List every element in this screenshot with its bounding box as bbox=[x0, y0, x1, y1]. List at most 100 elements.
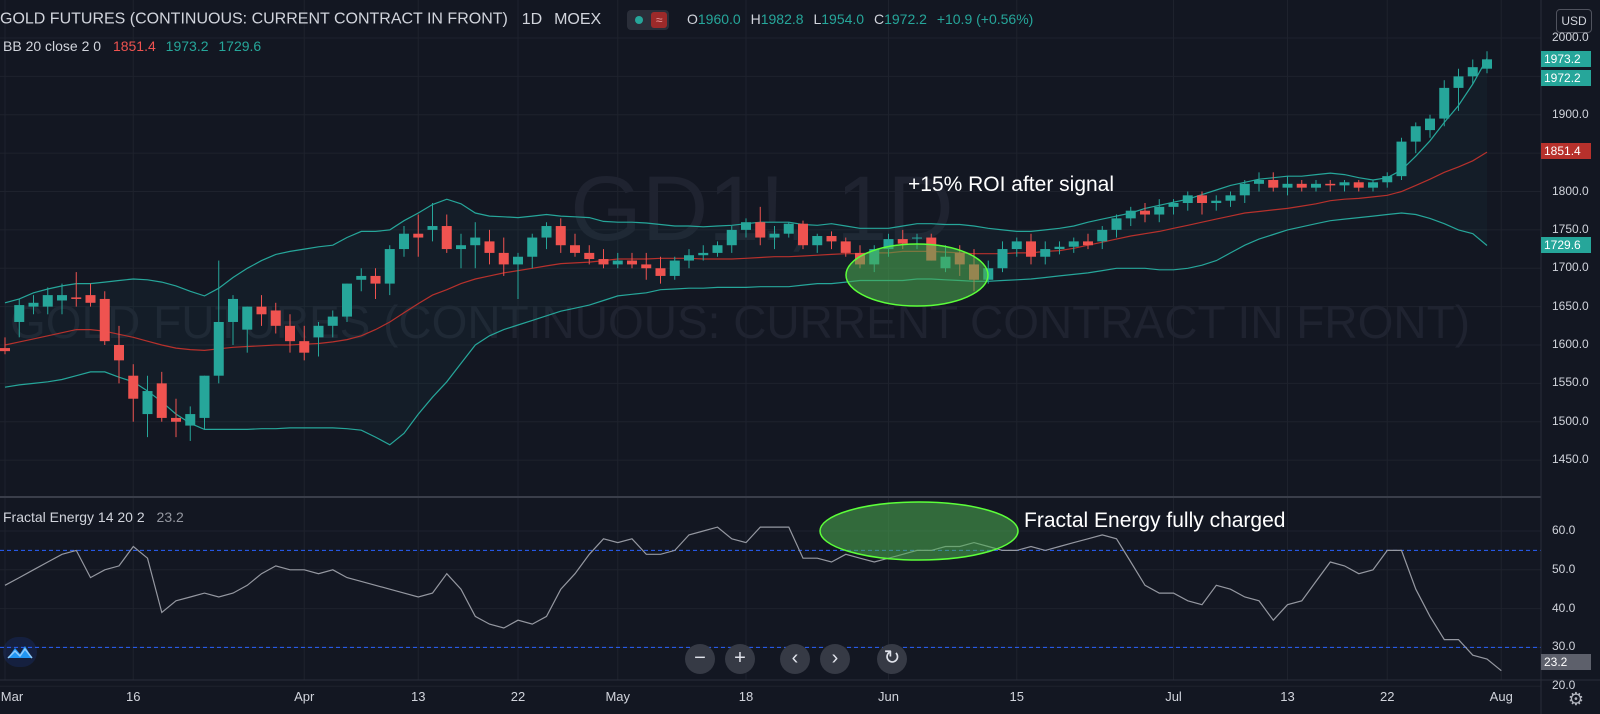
candle-body bbox=[1353, 182, 1364, 188]
fe-legend[interactable]: Fractal Energy 14 20 2 23.2 bbox=[3, 509, 184, 525]
time-axis-label: Jul bbox=[1165, 689, 1182, 704]
candle-body bbox=[57, 295, 67, 301]
annotation-roi: +15% ROI after signal bbox=[908, 173, 1115, 196]
symbol-title[interactable]: GOLD FUTURES (CONTINUOUS: CURRENT CONTRA… bbox=[0, 10, 508, 28]
candle-body bbox=[840, 241, 851, 253]
high-label: H bbox=[750, 10, 761, 27]
time-axis-label: May bbox=[605, 689, 631, 704]
price-axis-label: 1450.0 bbox=[1552, 452, 1589, 467]
candle-body bbox=[1396, 141, 1407, 177]
zoom-out-button[interactable]: − bbox=[685, 644, 715, 674]
time-axis-label: Mar bbox=[0, 689, 24, 704]
settings-icon[interactable]: ⚙ bbox=[1567, 689, 1585, 709]
candle-body bbox=[85, 295, 96, 303]
candle-body bbox=[555, 226, 566, 246]
watermark-name: GOLD FUTURES (CONTINUOUS: CURRENT CONTRA… bbox=[10, 296, 1470, 348]
candle-body bbox=[470, 237, 481, 246]
candle-body bbox=[285, 325, 295, 342]
candle-body bbox=[142, 391, 153, 415]
currency-button[interactable]: USD bbox=[1556, 9, 1592, 33]
annotation-energy: Fractal Energy fully charged bbox=[1024, 509, 1286, 532]
price-tag-last: 1972.2 bbox=[1541, 70, 1591, 86]
candle-body bbox=[441, 226, 452, 250]
price-tag-lower: 1729.6 bbox=[1541, 237, 1591, 253]
price-axis-label: 1500.0 bbox=[1552, 413, 1589, 428]
candle-body bbox=[384, 249, 395, 284]
candle-body bbox=[1140, 210, 1150, 215]
time-axis-label: 13 bbox=[1280, 689, 1295, 704]
candle-body bbox=[812, 236, 823, 246]
candle-body bbox=[1068, 241, 1079, 247]
candle-body bbox=[883, 239, 894, 250]
candle-body bbox=[313, 325, 324, 338]
status-dot-icon bbox=[635, 16, 644, 24]
candle-body bbox=[912, 237, 922, 239]
candle-body bbox=[1011, 241, 1022, 250]
reset-button[interactable]: ↻ bbox=[877, 644, 907, 674]
candle-body bbox=[171, 417, 181, 422]
bb-fill bbox=[5, 58, 1487, 445]
candle-body bbox=[527, 237, 538, 257]
candle-body bbox=[185, 414, 196, 426]
bb-upper-value: 1973.2 bbox=[165, 38, 209, 54]
candle-body bbox=[1040, 249, 1051, 257]
time-axis-label: Jun bbox=[878, 689, 899, 704]
candle-body bbox=[1311, 183, 1321, 188]
candle-body bbox=[1182, 195, 1193, 204]
interval-label[interactable]: 1D bbox=[521, 10, 543, 28]
candle-body bbox=[342, 283, 352, 317]
candle-body bbox=[826, 236, 837, 242]
candle-body bbox=[1453, 76, 1464, 88]
change-value: +10.9 (+0.56%) bbox=[936, 10, 1034, 27]
time-axis-label: Aug bbox=[1489, 689, 1513, 704]
candle-body bbox=[1254, 179, 1264, 184]
zoom-in-button[interactable]: + bbox=[725, 644, 755, 674]
candle-body bbox=[327, 316, 338, 326]
candle-body bbox=[997, 249, 1008, 269]
price-axis-label: 1800.0 bbox=[1552, 183, 1589, 198]
candle-body bbox=[1225, 195, 1236, 201]
candle-body bbox=[270, 310, 281, 326]
scroll-left-button[interactable]: ‹ bbox=[780, 644, 810, 674]
candle-body bbox=[356, 275, 367, 280]
candle-body bbox=[712, 245, 723, 253]
candle-body bbox=[427, 226, 438, 230]
candle-body bbox=[769, 233, 780, 238]
candle-body bbox=[156, 383, 167, 418]
bb-legend[interactable]: BB 20 close 2 0 1851.4 1973.2 1729.6 bbox=[3, 38, 261, 54]
logo-icon[interactable] bbox=[3, 637, 37, 667]
price-axis-label: 1900.0 bbox=[1552, 106, 1589, 121]
legend-toggle[interactable]: ≈ bbox=[627, 10, 670, 30]
candle-body bbox=[1282, 183, 1293, 188]
signal-highlight-energy bbox=[819, 501, 1019, 561]
candle-body bbox=[1439, 87, 1450, 119]
candle-body bbox=[755, 222, 766, 238]
bb-label: BB 20 close 2 0 bbox=[3, 38, 102, 54]
candle-body bbox=[199, 375, 210, 418]
candle-body bbox=[1168, 203, 1179, 207]
candle-body bbox=[1154, 206, 1165, 215]
candle-body bbox=[71, 297, 82, 299]
price-axis-label: 1600.0 bbox=[1552, 337, 1589, 351]
candle-body bbox=[570, 245, 580, 253]
candle-body bbox=[299, 341, 310, 353]
candle-body bbox=[114, 345, 124, 361]
candle-body bbox=[1197, 195, 1207, 204]
candle-body bbox=[1368, 182, 1378, 188]
price-axis-label: 1750.0 bbox=[1552, 221, 1589, 236]
candle-body bbox=[641, 264, 652, 269]
time-axis-label: 22 bbox=[510, 689, 526, 704]
candle-body bbox=[598, 259, 609, 265]
scroll-right-button[interactable]: › bbox=[820, 644, 850, 674]
candle-body bbox=[1482, 59, 1492, 69]
exchange-label: MOEX bbox=[554, 10, 602, 28]
candle-body bbox=[1054, 246, 1065, 250]
close-value: 1972.2 bbox=[884, 10, 927, 27]
candle-body bbox=[669, 260, 680, 276]
time-axis-label: 22 bbox=[1380, 689, 1395, 704]
candle-body bbox=[1325, 183, 1336, 186]
low-value: 1954.0 bbox=[821, 10, 865, 27]
candle-body bbox=[1339, 182, 1350, 186]
fe-value: 23.2 bbox=[156, 509, 184, 525]
